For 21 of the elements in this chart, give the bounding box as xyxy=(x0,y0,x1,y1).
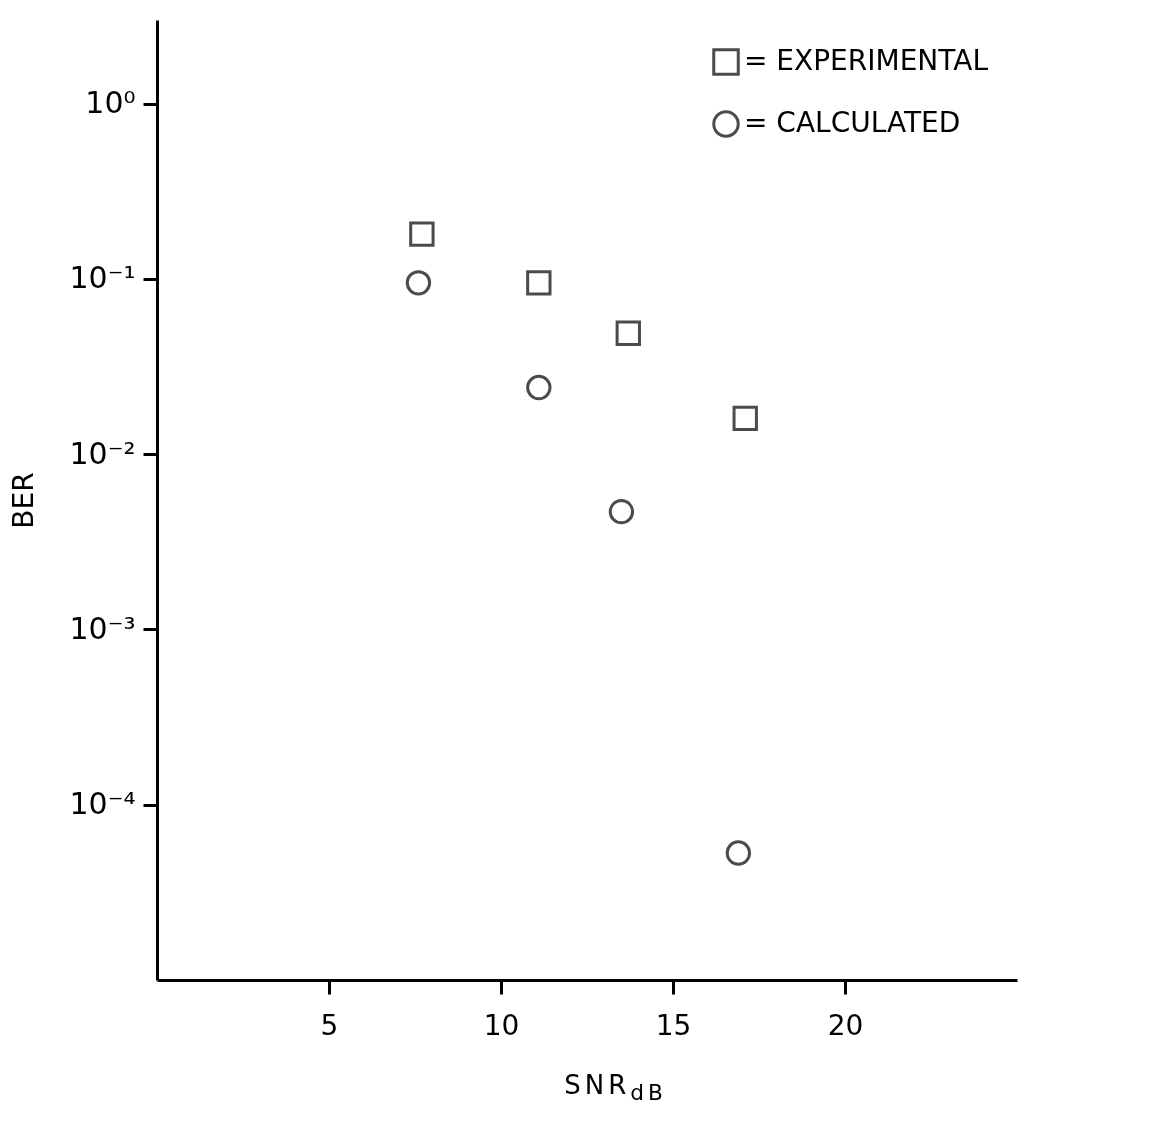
y-tick-label: 10⁻² xyxy=(69,435,136,471)
x-axis-title: SNR$_{dB}$ xyxy=(563,1070,668,1106)
legend-label: = CALCULATED xyxy=(744,106,961,139)
y-tick-label: 10⁻⁴ xyxy=(69,786,136,822)
y-axis-title: BER xyxy=(7,472,41,529)
x-tick-label: 10 xyxy=(483,1008,520,1042)
x-tick-label: 5 xyxy=(320,1008,339,1042)
y-tick-label: 10⁻³ xyxy=(69,610,136,646)
point xyxy=(608,498,635,525)
legend-label: = EXPERIMENTAL xyxy=(744,44,989,77)
point xyxy=(725,840,752,866)
point xyxy=(405,270,432,296)
point xyxy=(732,405,758,432)
point xyxy=(409,221,435,247)
point xyxy=(526,270,552,296)
y-tick-label: 10⁰ xyxy=(85,85,136,121)
point xyxy=(615,320,641,346)
x-tick-label: 15 xyxy=(655,1008,692,1042)
x-tick-label: 20 xyxy=(827,1008,864,1042)
point xyxy=(526,374,552,401)
y-tick-label: 10⁻¹ xyxy=(69,260,136,296)
